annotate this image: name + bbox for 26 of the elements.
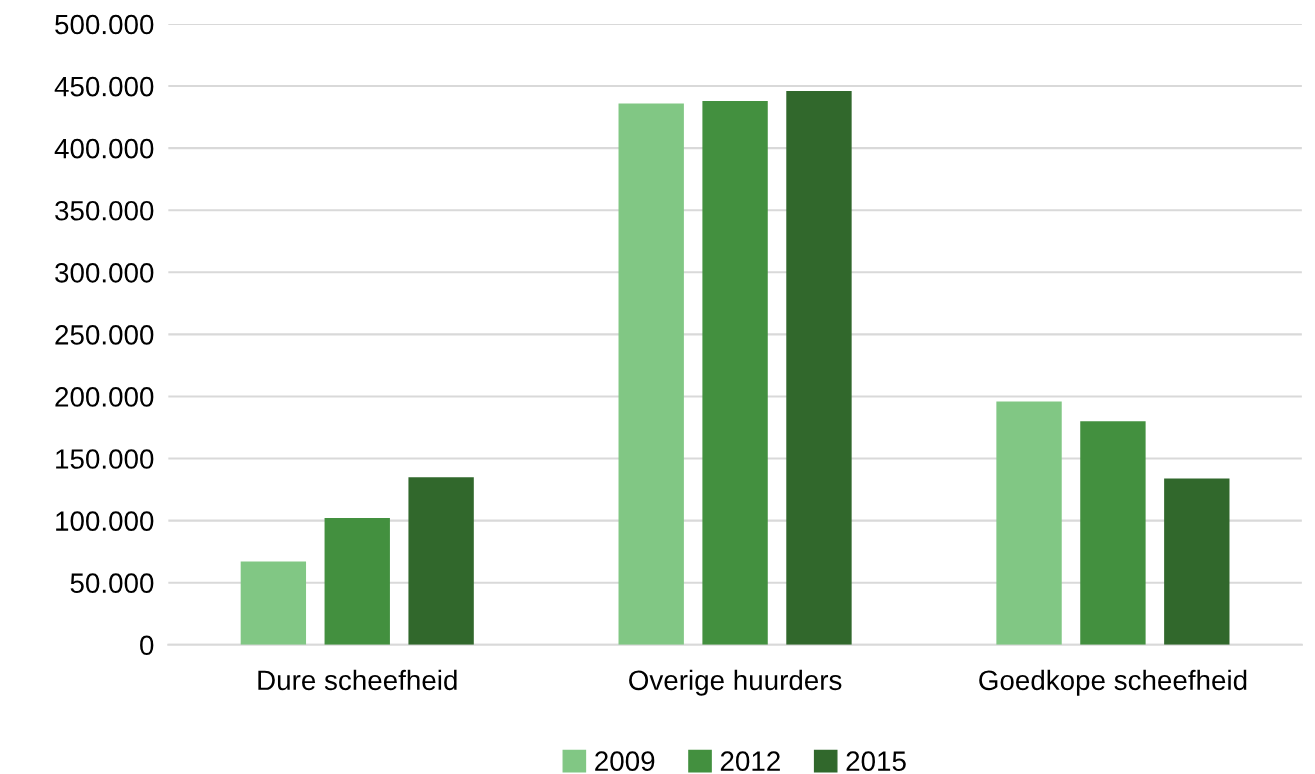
bar	[240, 561, 307, 645]
legend-label: 2012	[720, 751, 780, 771]
x-tick-label: Goedkope scheefheid	[979, 669, 1247, 696]
bar	[618, 103, 684, 645]
y-tick-label: 500.000	[55, 14, 154, 35]
y-tick-label: 350.000	[55, 200, 154, 221]
y-tick-label: 0	[140, 635, 154, 656]
bar	[1164, 478, 1230, 645]
y-tick-label: 400.000	[54, 138, 154, 159]
y-tick-label: 50.000	[70, 573, 154, 594]
y-tick-label: 150.000	[56, 449, 154, 469]
bar	[702, 100, 768, 645]
bar	[1080, 421, 1146, 645]
bar	[786, 91, 852, 645]
bar	[996, 401, 1062, 645]
y-tick-label: 250.000	[55, 325, 154, 345]
x-tick-label: Overige huurders	[629, 669, 842, 696]
y-tick-label: 450.000	[54, 76, 154, 97]
bar	[324, 518, 390, 645]
bar	[408, 477, 474, 645]
y-tick-label: 300.000	[55, 262, 154, 283]
legend-label: 2015	[846, 751, 906, 771]
legend-label: 2009	[595, 751, 655, 771]
y-tick-label: 200.000	[55, 387, 154, 407]
y-tick-label: 100.000	[56, 511, 154, 531]
x-tick-label: Dure scheefheid	[258, 669, 457, 691]
